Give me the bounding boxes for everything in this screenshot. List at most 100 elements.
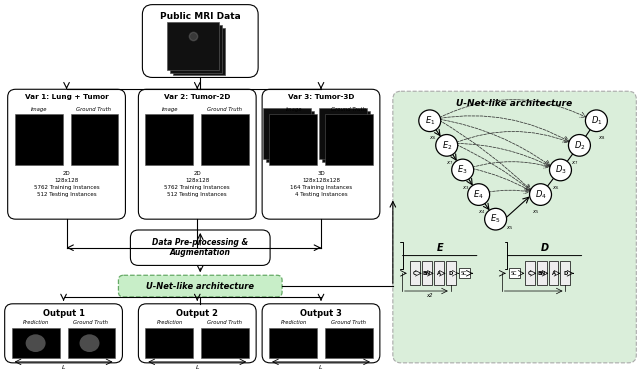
Bar [548,261,559,285]
Text: $x_7$: $x_7$ [571,159,578,167]
Text: $D_1$: $D_1$ [591,115,602,127]
Text: A: A [552,271,556,276]
Text: SC: SC [461,271,467,276]
Bar [170,25,222,72]
Text: $L$: $L$ [319,363,324,372]
Text: $L$: $L$ [61,363,66,372]
Text: Data Pre-processing &
Augmentation: Data Pre-processing & Augmentation [152,238,248,257]
Text: $x_7$: $x_7$ [446,159,453,167]
Circle shape [436,135,458,156]
Text: Ground Truth: Ground Truth [331,107,365,112]
Text: Var 3: Tumor-3D: Var 3: Tumor-3D [288,94,354,100]
Bar [325,328,373,358]
Circle shape [568,135,591,156]
Bar [536,261,547,285]
Text: Public MRI Data: Public MRI Data [160,12,241,21]
Text: Ground Truth: Ground Truth [207,320,242,325]
Bar [459,269,470,278]
Bar [319,108,367,159]
Text: $D_3$: $D_3$ [555,164,566,176]
Text: SC: SC [511,271,517,276]
Text: $D_4$: $D_4$ [534,188,547,201]
FancyBboxPatch shape [131,230,270,266]
Circle shape [419,110,441,132]
Bar [167,22,220,70]
Ellipse shape [79,334,99,352]
Text: Output 2: Output 2 [176,309,218,318]
Bar [15,114,63,165]
Text: $x_8$: $x_8$ [598,135,605,142]
Bar [322,111,370,162]
Circle shape [586,110,607,132]
Text: Image: Image [162,107,179,112]
Bar [325,114,373,165]
Text: $x_6$: $x_6$ [429,135,436,142]
Text: 3D
128x128x128
164 Training Instances
4 Testing Instances: 3D 128x128x128 164 Training Instances 4 … [290,171,352,197]
Text: 2D
128x128
5762 Training Instances
512 Testing Instances: 2D 128x128 5762 Training Instances 512 T… [164,171,230,197]
Text: Var 2: Tumor-2D: Var 2: Tumor-2D [164,94,230,100]
Text: $E_3$: $E_3$ [458,164,468,176]
FancyBboxPatch shape [4,304,122,363]
Text: $D_2$: $D_2$ [573,139,585,151]
Text: Ground Truth: Ground Truth [331,320,365,325]
Text: C: C [527,271,531,276]
Bar [173,28,225,75]
Text: $x_5$: $x_5$ [506,224,513,232]
Text: BN: BN [538,271,546,276]
Bar [269,114,317,165]
Text: Prediction: Prediction [157,320,184,325]
Text: $x_3$: $x_3$ [462,184,469,192]
FancyBboxPatch shape [142,4,258,78]
Text: $E_4$: $E_4$ [474,188,484,201]
Text: $L$: $L$ [195,363,200,372]
FancyBboxPatch shape [118,275,282,297]
Bar [201,328,249,358]
Text: BN: BN [422,271,431,276]
Bar [434,261,444,285]
Bar [201,114,249,165]
Bar [422,261,432,285]
Text: $E_2$: $E_2$ [442,139,452,151]
FancyBboxPatch shape [262,304,380,363]
Circle shape [484,209,507,230]
Text: Prediction: Prediction [281,320,307,325]
Text: $E_5$: $E_5$ [490,213,501,225]
Text: $E_1$: $E_1$ [424,115,435,127]
FancyBboxPatch shape [8,89,125,219]
Text: Image: Image [285,107,302,112]
Text: Output 1: Output 1 [42,309,84,318]
Text: x2: x2 [426,293,433,298]
FancyBboxPatch shape [262,89,380,219]
FancyBboxPatch shape [393,91,636,363]
Text: D: D [449,271,453,276]
Text: Output 3: Output 3 [300,309,342,318]
Bar [525,261,534,285]
Circle shape [452,159,474,181]
Text: Prediction: Prediction [23,320,50,325]
Bar [445,261,456,285]
Text: A: A [436,271,441,276]
Text: D: D [540,242,548,253]
Circle shape [468,184,490,206]
Text: $x_5$: $x_5$ [532,209,539,216]
Text: Var 1: Lung + Tumor: Var 1: Lung + Tumor [25,94,108,100]
Bar [145,114,193,165]
Bar [269,328,317,358]
Circle shape [550,159,572,181]
Text: $x_6$: $x_6$ [552,184,559,192]
Text: Image: Image [31,107,48,112]
Circle shape [529,184,552,206]
FancyBboxPatch shape [138,304,256,363]
Bar [70,114,118,165]
Text: U-Net-like architecture: U-Net-like architecture [456,99,573,108]
Bar [266,111,314,162]
Text: C: C [413,271,417,276]
Text: 2D
128x128
5762 Training Instances
512 Testing Instances: 2D 128x128 5762 Training Instances 512 T… [34,171,99,197]
Bar [410,261,420,285]
Text: $x_4$: $x_4$ [478,209,485,216]
FancyBboxPatch shape [138,89,256,219]
Text: Ground Truth: Ground Truth [73,320,108,325]
Bar [12,328,60,358]
Text: Ground Truth: Ground Truth [76,107,111,112]
Bar [68,328,115,358]
